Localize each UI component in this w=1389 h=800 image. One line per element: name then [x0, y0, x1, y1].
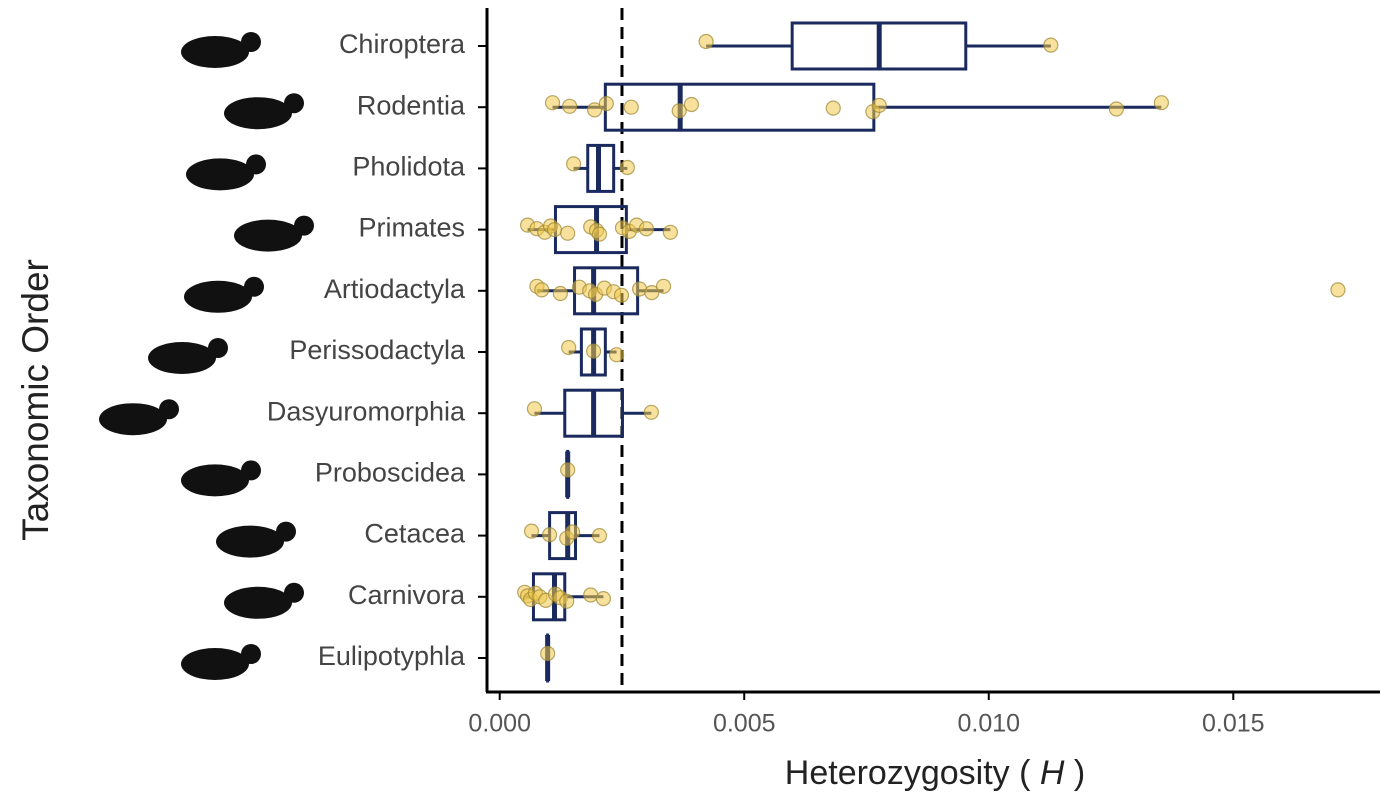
data-point	[1108, 101, 1125, 117]
category-label: Carnivora	[348, 580, 466, 610]
data-point	[671, 103, 687, 119]
animal-silhouette	[216, 525, 284, 558]
data-point	[619, 159, 635, 176]
data-point	[683, 96, 700, 113]
animal-silhouette	[186, 158, 254, 191]
data-point	[698, 33, 714, 50]
data-point	[643, 404, 659, 420]
category-label: Proboscidea	[315, 458, 466, 488]
category-label: Eulipotyphla	[318, 641, 466, 671]
data-point	[591, 226, 608, 242]
data-point	[644, 285, 660, 301]
animal-silhouette-head	[244, 276, 264, 297]
x-tick-label: 0.005	[713, 710, 776, 738]
data-point	[534, 282, 550, 298]
data-point	[598, 95, 614, 112]
data-point	[613, 287, 630, 303]
data-point	[560, 462, 576, 478]
category-label: Dasyuromorphia	[267, 396, 466, 426]
animal-silhouette	[99, 403, 167, 436]
data-point	[655, 278, 672, 294]
data-point	[591, 527, 608, 544]
x-tick-label: 0.000	[468, 710, 531, 738]
data-point	[540, 645, 556, 662]
data-point	[638, 221, 655, 237]
data-point	[559, 593, 575, 609]
x-tick-label: 0.015	[1202, 710, 1265, 738]
data-point	[523, 523, 540, 539]
y-axis-label: Taxonomic Order	[15, 259, 56, 541]
category-label: Cetacea	[364, 519, 466, 549]
data-point	[623, 99, 639, 115]
animal-silhouette	[181, 464, 249, 497]
data-point	[595, 590, 611, 607]
animal-silhouette-head	[246, 154, 266, 175]
data-point	[586, 102, 603, 118]
data-point	[608, 347, 625, 363]
category-label: Pholidota	[352, 152, 466, 182]
animal-silhouette	[181, 648, 249, 680]
x-axis-label-part: Heterozygosity (	[785, 754, 1040, 792]
data-point	[564, 524, 581, 540]
data-point	[1153, 95, 1169, 111]
data-point	[583, 587, 599, 603]
animal-silhouette-head	[241, 32, 261, 52]
data-point	[586, 343, 602, 359]
x-axis-label-symbol: H	[1040, 754, 1065, 792]
animal-silhouette	[148, 342, 216, 374]
animal-silhouette-head	[241, 460, 261, 481]
x-axis-label-part: )	[1064, 754, 1085, 792]
category-label: Artiodactyla	[324, 274, 466, 304]
category-label: Chiroptera	[339, 29, 466, 59]
data-point	[825, 100, 841, 116]
data-point	[526, 401, 543, 417]
category-label: Perissodactyla	[289, 335, 466, 365]
x-axis-label: Heterozygosity ( H )	[785, 754, 1085, 792]
category-label: Rodentia	[357, 90, 466, 120]
data-point	[552, 285, 568, 302]
animal-silhouette-head	[159, 399, 179, 420]
data-point	[544, 95, 561, 111]
animal-silhouette	[234, 219, 302, 252]
data-point	[565, 156, 582, 172]
animal-silhouette	[224, 586, 292, 619]
data-point	[871, 97, 887, 114]
data-point	[541, 527, 558, 543]
category-label: Primates	[358, 213, 465, 243]
data-point	[1330, 282, 1346, 298]
animal-silhouette-head	[208, 338, 228, 358]
animal-silhouette	[224, 97, 292, 130]
x-tick-label: 0.010	[957, 710, 1020, 738]
data-point	[562, 98, 578, 114]
animal-silhouette-head	[284, 93, 304, 114]
animal-silhouette-head	[284, 582, 304, 603]
animal-silhouette-head	[294, 215, 314, 236]
animal-silhouette	[181, 36, 249, 68]
animal-silhouette	[184, 280, 252, 313]
data-point	[560, 225, 576, 241]
data-point	[1043, 37, 1059, 53]
data-point	[561, 339, 577, 356]
data-point	[546, 222, 563, 238]
animal-silhouette-head	[276, 521, 296, 542]
data-point	[662, 224, 678, 240]
animal-silhouette-head	[241, 644, 261, 664]
